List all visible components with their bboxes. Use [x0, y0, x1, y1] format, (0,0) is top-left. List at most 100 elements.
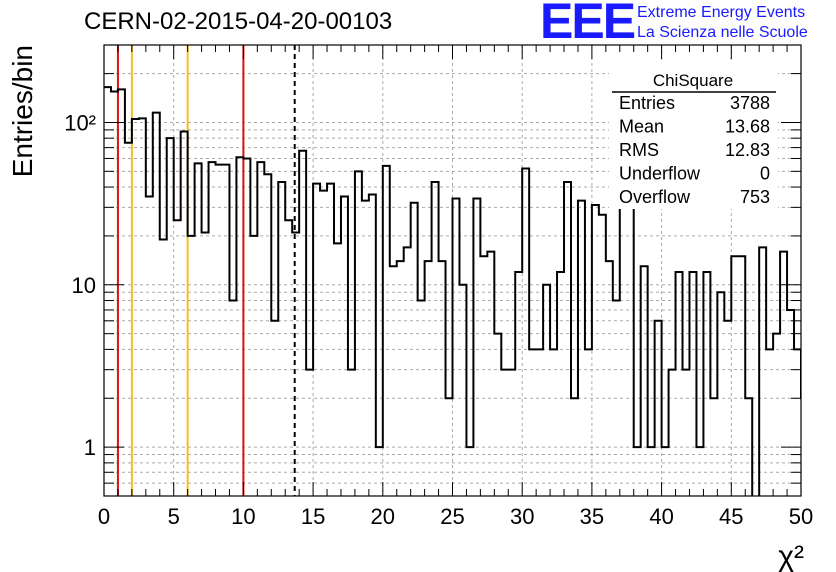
histogram-bin [473, 199, 480, 496]
stats-box: ChiSquare Entries 3788 Mean 13.68 RMS 12.83 Und… [609, 63, 778, 209]
histogram-bin [125, 143, 132, 496]
y-tick-label: 10² [64, 110, 96, 135]
x-tick-label: 15 [301, 504, 325, 529]
histogram-bin [655, 321, 662, 496]
histogram-bin [383, 166, 390, 496]
logo-mark: EEE [540, 0, 636, 49]
histogram-bin [501, 370, 508, 496]
histogram-bin [195, 163, 202, 496]
stats-row-value: 753 [740, 187, 770, 207]
histogram-bin [202, 232, 209, 496]
histogram-bin [620, 187, 627, 496]
histogram-bin [808, 272, 815, 496]
histogram-bin [494, 334, 501, 496]
histogram-bin [529, 349, 536, 496]
histogram-bin [216, 165, 223, 496]
histogram-bin [627, 184, 634, 496]
histogram-bin [787, 310, 794, 496]
eee-logo: EEE Extreme Energy Events La Scienza nel… [540, 0, 830, 49]
histogram-outline [104, 86, 801, 496]
histogram-bin [592, 205, 599, 496]
histogram-bin [453, 199, 460, 496]
histogram-bin [773, 334, 780, 496]
x-tick-label: 0 [98, 504, 110, 529]
stats-row-label: Overflow [619, 187, 691, 207]
histogram-bin [717, 292, 724, 496]
histogram-bin [585, 349, 592, 496]
histogram-bin [313, 184, 320, 496]
histogram-bin [439, 261, 446, 496]
histogram-bin [146, 196, 153, 496]
histogram-bin [459, 285, 466, 496]
histogram-bin [257, 162, 264, 496]
histogram-bin [104, 87, 111, 496]
histogram-bin [536, 349, 543, 496]
histogram-bin [181, 131, 188, 496]
histogram-bin [578, 201, 585, 496]
histogram-bin [397, 261, 404, 496]
x-tick-label: 45 [719, 504, 743, 529]
histogram-bin [369, 194, 376, 496]
histogram-bin [425, 261, 432, 496]
histogram-bin [299, 151, 306, 496]
y-axis-title: Entries/bin [7, 45, 38, 177]
logo-caption-line2: La Scienza nelle Scuole [637, 24, 808, 41]
histogram-bin [362, 201, 369, 496]
histogram-bin [250, 236, 257, 496]
logo-caption-line1: Extreme Energy Events [637, 4, 806, 21]
histogram-bin [606, 261, 613, 496]
histogram-bin [487, 252, 494, 496]
stats-row-label: Entries [619, 93, 675, 113]
x-tick-label: 35 [580, 504, 604, 529]
x-axis-title: χ² [778, 540, 804, 572]
histogram-bin [794, 349, 801, 496]
stats-row-label: Underflow [619, 164, 701, 184]
histogram-bin [271, 321, 278, 496]
histogram-bin [724, 321, 731, 496]
histogram-bin [815, 310, 822, 496]
histogram-bin [766, 349, 773, 496]
histogram-bin [132, 119, 139, 496]
histogram-bin [209, 162, 216, 496]
histogram-bin [550, 349, 557, 496]
histogram-bin [153, 113, 160, 496]
histogram-bin [306, 370, 313, 496]
histogram-bin [236, 157, 243, 496]
stats-row-value: 0 [760, 164, 770, 184]
histogram-bins [104, 86, 829, 496]
histogram-bin [543, 285, 550, 496]
histogram-bin [264, 174, 271, 496]
stats-row-value: 12.83 [725, 140, 770, 160]
x-tick-label: 30 [510, 504, 534, 529]
histogram-bin [139, 118, 146, 496]
histogram-bin [683, 370, 690, 496]
stats-row-label: RMS [619, 140, 659, 160]
x-tick-label: 25 [440, 504, 464, 529]
histogram-bin [669, 370, 676, 496]
stats-box-background [609, 63, 778, 209]
x-tick-label: 5 [168, 504, 180, 529]
x-tick-label: 40 [649, 504, 673, 529]
histogram-bin [801, 398, 808, 496]
x-tick-label: 50 [789, 504, 813, 529]
histogram-bin [222, 165, 229, 496]
histogram-bin [432, 182, 439, 496]
histogram-bin [167, 138, 174, 496]
histogram-bin [822, 256, 829, 496]
histogram-bin [599, 215, 606, 496]
histogram-bin [320, 191, 327, 496]
y-tick-label: 10 [72, 273, 96, 298]
x-tick-label: 20 [371, 504, 395, 529]
histogram-bin [508, 370, 515, 496]
x-tick-label: 10 [231, 504, 255, 529]
histogram-bin [278, 182, 285, 496]
histogram-bin [780, 252, 787, 496]
histogram-bin [243, 158, 250, 496]
stats-row-value: 13.68 [725, 117, 770, 137]
stats-row-value: 3788 [730, 93, 770, 113]
histogram-bin [341, 196, 348, 496]
histogram-bin [188, 236, 195, 496]
histogram-bin [348, 370, 355, 496]
